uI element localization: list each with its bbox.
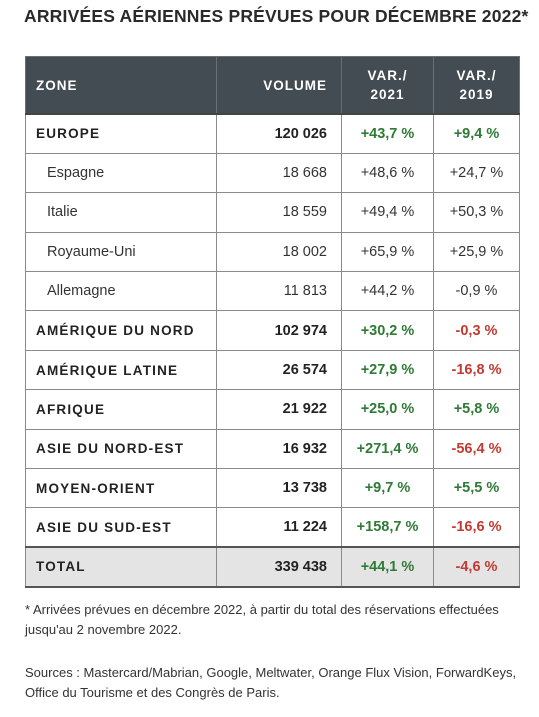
var-2019-cell: -4,6 % [433, 546, 520, 588]
zone-cell: Italie [25, 192, 217, 233]
zone-cell: AMÉRIQUE DU NORD [25, 310, 217, 351]
table-row: AMÉRIQUE DU NORD 102 974 +30,2 % -0,3 % [25, 310, 520, 351]
zone-cell: AMÉRIQUE LATINE [25, 349, 217, 391]
var-2019-cell: +24,7 % [433, 152, 520, 194]
var-2019-cell: +5,8 % [433, 389, 520, 430]
volume-cell: 26 574 [216, 349, 342, 391]
table-header-row: ZONE VOLUME VAR./ 2021 VAR./ 2019 [25, 56, 520, 115]
table-row: Allemagne 11 813 +44,2 % -0,9 % [25, 271, 520, 312]
table-row: MOYEN-ORIENT 13 738 +9,7 % +5,5 % [25, 468, 520, 509]
table-row: ASIE DU SUD-EST 11 224 +158,7 % -16,6 % [25, 507, 520, 548]
sources-note: Sources : Mastercard/Mabrian, Google, Me… [25, 665, 517, 700]
var-2021-label-line1: VAR./ [367, 68, 408, 83]
column-header-var-2021: VAR./ 2021 [341, 56, 434, 115]
volume-cell: 120 026 [216, 112, 342, 154]
volume-cell: 18 559 [216, 192, 342, 233]
zone-cell: AFRIQUE [25, 389, 217, 430]
var-2021-cell: +48,6 % [341, 152, 434, 194]
var-2021-cell: +158,7 % [341, 507, 434, 548]
total-row: TOTAL 339 438 +44,1 % -4,6 % [25, 546, 520, 588]
page-title: ARRIVÉES AÉRIENNES PRÉVUES POUR DÉCEMBRE… [24, 6, 529, 26]
zone-cell: Allemagne [25, 271, 217, 312]
zone-cell: ASIE DU NORD-EST [25, 428, 217, 470]
volume-cell: 16 932 [216, 428, 342, 470]
var-2019-cell: -56,4 % [433, 428, 520, 470]
var-2019-cell: +25,9 % [433, 231, 520, 273]
zone-cell: TOTAL [25, 546, 217, 588]
volume-cell: 102 974 [216, 310, 342, 351]
var-2019-label-line2: 2019 [459, 87, 494, 102]
volume-cell: 11 813 [216, 271, 342, 312]
table-row: Italie 18 559 +49,4 % +50,3 % [25, 192, 520, 233]
var-2021-cell: +43,7 % [341, 112, 434, 154]
zone-cell: ASIE DU SUD-EST [25, 507, 217, 548]
table-row: AMÉRIQUE LATINE 26 574 +27,9 % -16,8 % [25, 349, 520, 391]
table-row: EUROPE 120 026 +43,7 % +9,4 % [25, 112, 520, 154]
volume-cell: 21 922 [216, 389, 342, 430]
var-2021-cell: +27,9 % [341, 349, 434, 391]
zone-cell: Espagne [25, 152, 217, 194]
table-row: ASIE DU NORD-EST 16 932 +271,4 % -56,4 % [25, 428, 520, 470]
table-row: AFRIQUE 21 922 +25,0 % +5,8 % [25, 389, 520, 430]
var-2021-label-line2: 2021 [370, 87, 405, 102]
var-2021-cell: +30,2 % [341, 310, 434, 351]
var-2019-cell: -0,3 % [433, 310, 520, 351]
var-2019-cell: -0,9 % [433, 271, 520, 312]
var-2019-cell: +9,4 % [433, 112, 520, 154]
var-2021-cell: +25,0 % [341, 389, 434, 430]
var-2021-cell: +271,4 % [341, 428, 434, 470]
zone-cell: EUROPE [25, 112, 217, 154]
var-2021-cell: +65,9 % [341, 231, 434, 273]
var-2021-cell: +44,1 % [341, 546, 434, 588]
var-2019-label-line1: VAR./ [456, 68, 497, 83]
footnote: * Arrivées prévues en décembre 2022, à p… [25, 602, 499, 637]
var-2019-cell: -16,8 % [433, 349, 520, 391]
zone-cell: MOYEN-ORIENT [25, 468, 217, 509]
volume-cell: 339 438 [216, 546, 342, 588]
volume-cell: 13 738 [216, 468, 342, 509]
var-2019-cell: +50,3 % [433, 192, 520, 233]
volume-cell: 18 668 [216, 152, 342, 194]
column-header-zone: ZONE [25, 56, 217, 115]
column-header-var-2019: VAR./ 2019 [433, 56, 520, 115]
volume-cell: 11 224 [216, 507, 342, 548]
var-2021-cell: +49,4 % [341, 192, 434, 233]
volume-cell: 18 002 [216, 231, 342, 273]
arrivals-table: ZONE VOLUME VAR./ 2021 VAR./ 2019 EUROPE… [25, 56, 520, 588]
var-2019-cell: -16,6 % [433, 507, 520, 548]
zone-cell: Royaume-Uni [25, 231, 217, 273]
table-row: Espagne 18 668 +48,6 % +24,7 % [25, 152, 520, 194]
column-header-volume: VOLUME [216, 56, 342, 115]
var-2021-cell: +9,7 % [341, 468, 434, 509]
var-2019-cell: +5,5 % [433, 468, 520, 509]
var-2021-cell: +44,2 % [341, 271, 434, 312]
table-row: Royaume-Uni 18 002 +65,9 % +25,9 % [25, 231, 520, 273]
